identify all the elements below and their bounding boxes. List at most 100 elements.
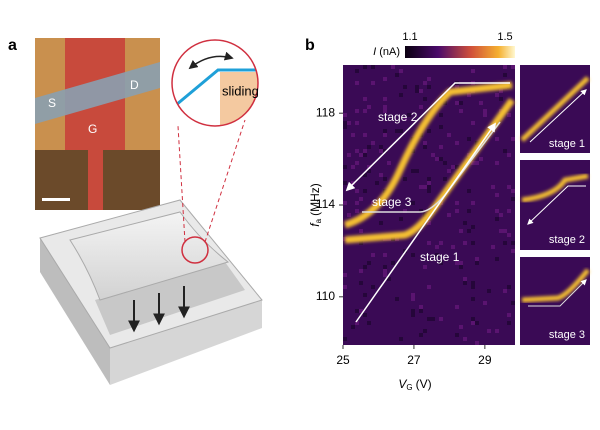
channel (35, 62, 160, 124)
noise-pixel (343, 121, 347, 125)
side-label: stage 2 (549, 234, 585, 246)
noise-pixel (363, 149, 367, 153)
noise-pixel (391, 65, 395, 69)
y-unit: (MHz) (308, 183, 322, 216)
noise-pixel (371, 65, 375, 69)
micrograph: S D G (35, 38, 160, 210)
noise-pixel (383, 133, 387, 137)
side-label: stage 1 (549, 138, 585, 150)
noise-pixel (487, 289, 491, 293)
stage-arrow (529, 89, 587, 143)
noise-pixel (347, 213, 351, 217)
stage-arrow (345, 82, 510, 192)
scale-bar (42, 198, 70, 201)
membrane-edge (172, 68, 258, 112)
noise-pixel (351, 133, 355, 137)
noise-pixel (411, 169, 415, 173)
noise-pixel (503, 73, 507, 77)
noise-pixel (427, 189, 431, 193)
noise-pixel (511, 301, 515, 305)
inset: sliding (171, 39, 259, 127)
noise-pixel (499, 97, 503, 101)
noise-pixel (351, 165, 355, 169)
trace (521, 268, 590, 303)
noise-pixel (451, 245, 455, 249)
noise-pixel (355, 321, 359, 325)
noise-pixel (419, 89, 423, 93)
noise-pixel (479, 101, 483, 105)
noise-pixel (371, 141, 375, 145)
noise-pixel (447, 133, 451, 137)
noise-pixel (427, 77, 431, 81)
noise-pixel (495, 257, 499, 261)
noise-pixel (363, 153, 367, 157)
noise-pixel (427, 221, 431, 225)
noise-pixel (363, 293, 367, 297)
noise-pixel (471, 201, 475, 205)
noise-pixel (427, 181, 431, 185)
noise-pixel (431, 153, 435, 157)
noise-pixel (423, 81, 427, 85)
noise-pixel (343, 201, 347, 205)
cavity (95, 262, 245, 335)
noise-pixel (371, 201, 375, 205)
front-face (110, 300, 262, 385)
noise-pixel (383, 129, 387, 133)
y-tick-label: 114 (316, 197, 335, 211)
noise-pixel (499, 89, 503, 93)
x-unit: (V) (416, 377, 432, 391)
noise-pixel (371, 253, 375, 257)
noise-pixel (507, 113, 511, 117)
noise-pixel (355, 121, 359, 125)
noise-pixel (403, 85, 407, 89)
noise-pixel (343, 273, 347, 277)
noise-pixel (423, 145, 427, 149)
noise-pixel (459, 101, 463, 105)
noise-pixel (427, 177, 431, 181)
gate-label: G (88, 122, 97, 136)
annotation: stage 2 (378, 110, 418, 124)
noise-pixel (463, 241, 467, 245)
noise-pixel (403, 117, 407, 121)
x-symbol: V (398, 377, 407, 391)
noise-pixel (363, 265, 367, 269)
noise-pixel (383, 269, 387, 273)
noise-pixel (439, 317, 443, 321)
noise-pixel (451, 165, 455, 169)
annotation: stage 3 (372, 195, 412, 209)
noise-pixel (407, 113, 411, 117)
noise-pixel (399, 337, 403, 341)
noise-pixel (439, 241, 443, 245)
noise-pixel (379, 145, 383, 149)
noise-pixel (455, 141, 459, 145)
noise-pixel (455, 85, 459, 89)
noise-pixel (487, 329, 491, 333)
noise-pixel (511, 65, 515, 69)
noise-pixel (455, 201, 459, 205)
noise-pixel (455, 333, 459, 337)
noise-pixel (383, 265, 387, 269)
noise-pixel (379, 221, 383, 225)
noise-pixel (495, 193, 499, 197)
noise-pixel (383, 97, 387, 101)
x-tick-label: 25 (336, 353, 350, 367)
noise-pixel (371, 81, 375, 85)
noise-pixel (347, 153, 351, 157)
noise-pixel (443, 101, 447, 105)
noise-pixel (511, 137, 515, 141)
noise-pixel (447, 213, 451, 217)
noise-pixel (503, 65, 507, 69)
noise-pixel (511, 241, 515, 245)
noise-pixel (471, 321, 475, 325)
y-symbol: f (308, 222, 322, 227)
noise-pixel (471, 241, 475, 245)
noise (343, 65, 515, 345)
noise-pixel (435, 245, 439, 249)
x-tick-label: 27 (407, 353, 421, 367)
noise-pixel (411, 293, 415, 297)
noise-pixel (503, 149, 507, 153)
noise-pixel (415, 89, 419, 93)
noise-pixel (459, 265, 463, 269)
noise-pixel (423, 141, 427, 145)
noise-pixel (467, 209, 471, 213)
